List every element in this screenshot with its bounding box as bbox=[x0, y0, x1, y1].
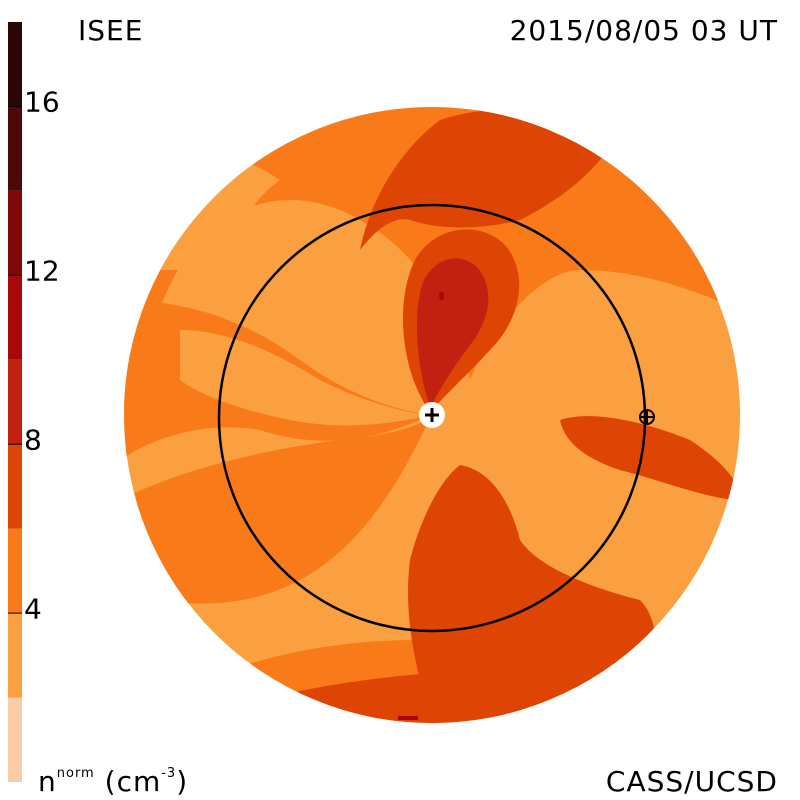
colorbar-segment bbox=[8, 106, 22, 191]
colorbar-units-label: nnorm (cm-3) bbox=[38, 765, 188, 798]
plume-8-10 bbox=[416, 258, 489, 408]
sun-marker bbox=[419, 402, 445, 428]
plot-title: ISEE bbox=[78, 14, 144, 47]
plume-10-12 bbox=[439, 291, 444, 301]
units-superscript: norm bbox=[56, 765, 95, 781]
units-paren: (cm bbox=[104, 765, 162, 798]
band-4-6-lower-left bbox=[124, 418, 430, 604]
units-close: ) bbox=[176, 765, 189, 798]
colorbar-segment bbox=[8, 359, 22, 445]
colorbar-tick-label: 8 bbox=[24, 423, 42, 457]
units-exponent: -3 bbox=[161, 765, 177, 781]
earth-marker bbox=[639, 409, 655, 425]
colorbar bbox=[8, 22, 22, 782]
colorbar-segment bbox=[8, 528, 22, 614]
credit-label: CASS/UCSD bbox=[605, 765, 778, 798]
colorbar-segment bbox=[8, 190, 22, 276]
band-6-8-right bbox=[560, 416, 740, 500]
timestamp: 2015/08/05 03 UT bbox=[509, 14, 778, 47]
band-6-8-bottom-stream bbox=[408, 465, 655, 692]
colorbar-segment bbox=[8, 444, 22, 529]
band-6-8-top bbox=[360, 109, 620, 250]
colorbar-segment bbox=[8, 697, 22, 782]
colorbar-segment bbox=[8, 275, 22, 360]
units-base: n bbox=[38, 765, 57, 798]
colorbar-tick-label: 16 bbox=[24, 85, 60, 119]
colorbar-segment bbox=[8, 22, 22, 107]
band-2-4-left-swirl bbox=[180, 330, 430, 426]
colorbar-tick-label: 12 bbox=[24, 254, 60, 288]
edge-mark bbox=[398, 716, 418, 720]
colorbar-ticks bbox=[8, 105, 22, 614]
colorbar-tick-label: 4 bbox=[24, 592, 42, 626]
band-6-8-bottom bbox=[260, 640, 700, 723]
band-2-4-upper-right bbox=[470, 277, 700, 409]
colorbar-segment bbox=[8, 613, 22, 698]
